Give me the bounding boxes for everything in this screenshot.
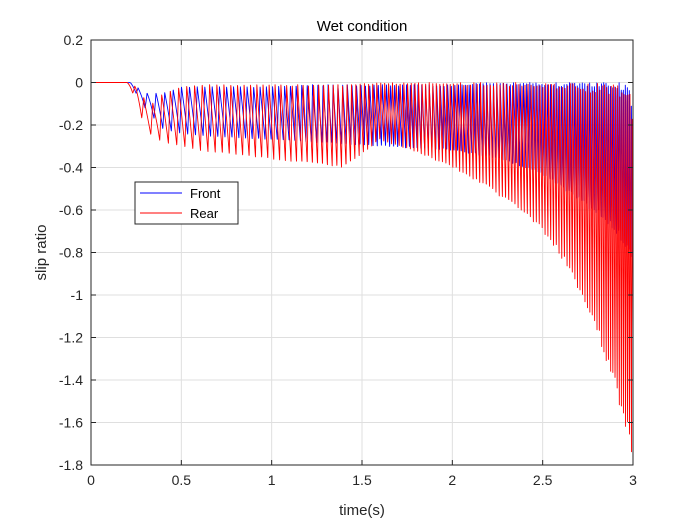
legend-label-rear: Rear — [190, 206, 219, 221]
x-tick-label: 3 — [629, 472, 637, 488]
y-tick-label: 0 — [75, 75, 83, 91]
y-tick-label: -0.2 — [59, 117, 83, 133]
x-tick-label: 1 — [268, 472, 276, 488]
x-tick-label: 0.5 — [172, 472, 192, 488]
legend-label-front: Front — [190, 186, 221, 201]
y-tick-label: -1.2 — [59, 330, 83, 346]
y-axis-label: slip ratio — [33, 225, 50, 281]
y-tick-label: -1.4 — [59, 372, 83, 388]
y-tick-label: -0.6 — [59, 202, 83, 218]
x-tick-label: 2.5 — [533, 472, 553, 488]
y-tick-label: 0.2 — [64, 32, 84, 48]
x-tick-label: 2 — [448, 472, 456, 488]
x-tick-label: 0 — [87, 472, 95, 488]
y-tick-label: -1.8 — [59, 457, 83, 473]
series-line-rear — [90, 82, 634, 453]
x-tick-label: 1.5 — [352, 472, 372, 488]
legend: Front Rear — [134, 181, 239, 225]
y-tick-label: -0.8 — [59, 245, 83, 261]
y-tick-label: -1.6 — [59, 415, 83, 431]
data-series — [90, 82, 634, 453]
chart-title: Wet condition — [317, 18, 408, 35]
axis-ticks: 0 0.5 1 1.5 2 2.5 3 0.2 0 -0.2 -0.4 -0.6 -0.8 -1 -1.2 -… — [59, 32, 637, 488]
x-axis-label: time(s) — [339, 502, 385, 519]
y-tick-label: -1 — [71, 287, 84, 303]
y-tick-label: -0.4 — [59, 160, 83, 176]
legend-box — [134, 181, 239, 225]
